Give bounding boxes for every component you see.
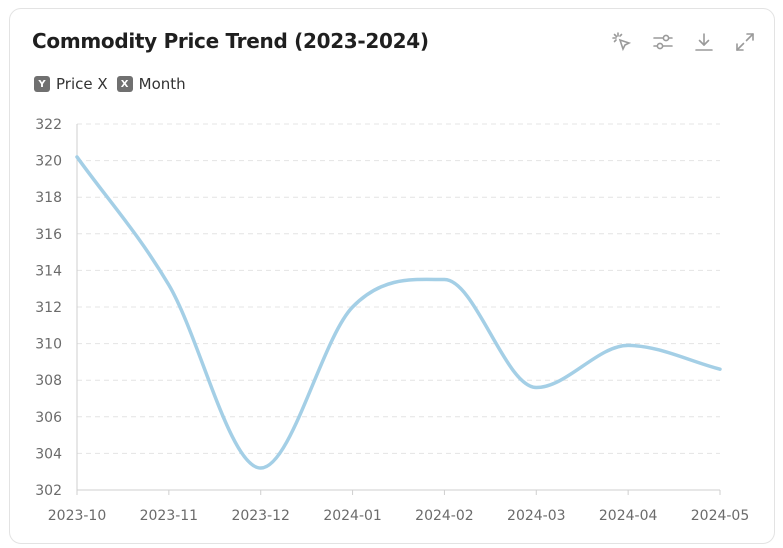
series-line (75, 155, 722, 470)
chart-legend: Y Price X X Month (34, 75, 186, 93)
x-tick-label: 2023-12 (231, 508, 290, 524)
x-tick-label: 2024-03 (507, 508, 566, 524)
chart-toolbar (611, 31, 756, 53)
y-tick-label: 302 (35, 483, 62, 499)
y-tick-label: 310 (35, 337, 62, 353)
legend-y-label: Price X (56, 75, 108, 93)
y-tick-label: 316 (35, 227, 62, 243)
x-tick-label: 2023-11 (140, 508, 199, 524)
download-icon[interactable] (693, 31, 715, 53)
y-tick-label: 312 (35, 300, 62, 316)
y-tick-label: 320 (35, 154, 62, 170)
x-tick-label: 2024-01 (323, 508, 382, 524)
legend-x-label: Month (138, 75, 186, 93)
x-tick-label: 2024-05 (691, 508, 750, 524)
select-icon[interactable] (611, 31, 633, 53)
y-tick-label: 306 (35, 410, 62, 426)
y-tick-label: 314 (35, 263, 62, 279)
y-tick-label: 322 (35, 117, 62, 133)
expand-icon[interactable] (734, 31, 756, 53)
x-tick-label: 2023-10 (48, 508, 107, 524)
y-tick-label: 304 (35, 446, 62, 462)
chart-title: Commodity Price Trend (2023-2024) (32, 29, 429, 53)
x-tick-label: 2024-02 (415, 508, 474, 524)
y-tick-label: 318 (35, 190, 62, 206)
x-badge: X (116, 76, 133, 92)
y-badge: Y (34, 76, 50, 92)
legend-x-field[interactable]: X Month (116, 75, 186, 93)
legend-y-field[interactable]: Y Price X (34, 75, 108, 93)
x-tick-label: 2024-04 (599, 508, 658, 524)
y-tick-label: 308 (35, 373, 62, 389)
sliders-icon[interactable] (652, 31, 674, 53)
chart-card: Commodity Price Trend (2023-2024) (9, 8, 775, 544)
